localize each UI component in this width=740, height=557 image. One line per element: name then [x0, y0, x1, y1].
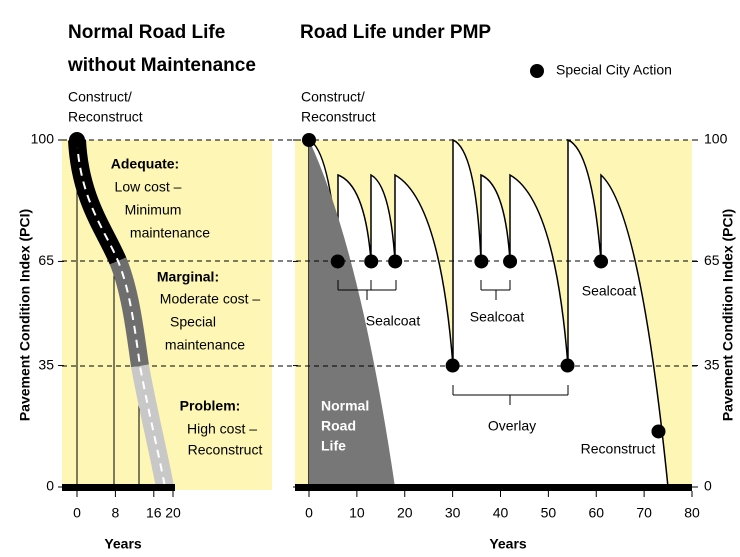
y-tick-label: 100	[31, 131, 55, 147]
title: without Maintenance	[67, 55, 256, 76]
action-label: Sealcoat	[470, 309, 525, 325]
x-tick-label: 20	[165, 505, 181, 521]
action-point	[594, 254, 609, 269]
action-label: Sealcoat	[582, 283, 637, 299]
zone-text: maintenance	[130, 225, 210, 241]
y-axis-label: Pavement Condition Index (PCI)	[720, 209, 736, 421]
action-point	[388, 254, 403, 269]
zone-title: Marginal:	[157, 269, 219, 285]
y2-tick-label: 0	[704, 478, 712, 494]
zone-text: High cost –	[187, 421, 257, 437]
left-baseline	[62, 484, 175, 491]
start-label: Construct/	[68, 89, 132, 105]
title: Normal Road Life	[68, 22, 225, 43]
area-label: Road	[321, 418, 356, 434]
x-tick-label: 8	[112, 505, 120, 521]
zone-text: Moderate cost –	[160, 291, 261, 307]
zone-text: Reconstruct	[188, 442, 263, 458]
area-label: Life	[321, 438, 346, 454]
action-point	[302, 133, 316, 147]
area-label: Normal	[321, 398, 369, 414]
curve-center	[76, 139, 166, 488]
y-tick-label: 35	[38, 356, 54, 372]
title: Road Life under PMP	[300, 22, 491, 43]
start-point	[69, 132, 85, 148]
start-label: Reconstruct	[68, 109, 143, 125]
action-point	[503, 254, 518, 269]
action-label: Overlay	[488, 418, 536, 434]
action-label: Sealcoat	[366, 313, 421, 329]
y2-tick-label: 35	[704, 356, 720, 372]
zone-title: Adequate:	[111, 156, 179, 172]
zone-title: Problem:	[180, 398, 241, 414]
x-tick-label: 70	[636, 505, 652, 521]
x-axis-label: Years	[104, 536, 142, 552]
x-tick-label: 40	[493, 505, 509, 521]
start-label: Construct/	[301, 89, 365, 105]
x-tick-label: 0	[73, 505, 81, 521]
y2-tick-label: 100	[704, 131, 728, 147]
x-tick-label: 30	[445, 505, 461, 521]
action-point	[330, 254, 345, 269]
zone-text: Minimum	[125, 202, 182, 218]
start-label: Reconstruct	[301, 109, 376, 125]
action-point	[445, 358, 460, 373]
action-label: Reconstruct	[581, 441, 656, 457]
x-tick-label: 50	[541, 505, 557, 521]
bracket	[452, 385, 569, 405]
x-tick-label: 10	[349, 505, 365, 521]
zone-text: maintenance	[165, 337, 245, 353]
zone-text: Special	[170, 314, 216, 330]
x-axis-label: Years	[489, 536, 527, 552]
x-tick-label: 20	[397, 505, 413, 521]
x-tick-label: 16	[146, 505, 162, 521]
y-tick-label: 65	[38, 252, 54, 268]
action-point	[364, 254, 379, 269]
action-point	[651, 424, 666, 439]
action-point	[560, 358, 575, 373]
bracket	[480, 280, 511, 300]
legend-label: Special City Action	[556, 62, 672, 78]
bracket	[337, 280, 397, 300]
x-tick-label: 60	[588, 505, 604, 521]
y2-tick-label: 65	[704, 252, 720, 268]
x-tick-label: 80	[684, 505, 700, 521]
dashed-lines	[62, 139, 700, 367]
normal-road-area	[309, 140, 395, 487]
y-tick-label: 0	[46, 478, 54, 494]
legend-marker	[530, 64, 544, 78]
action-point	[474, 254, 489, 269]
y-axis-label: Pavement Condition Index (PCI)	[17, 209, 33, 421]
right-baseline	[295, 484, 692, 491]
x-tick-label: 0	[305, 505, 313, 521]
zone-text: Low cost –	[115, 179, 182, 195]
